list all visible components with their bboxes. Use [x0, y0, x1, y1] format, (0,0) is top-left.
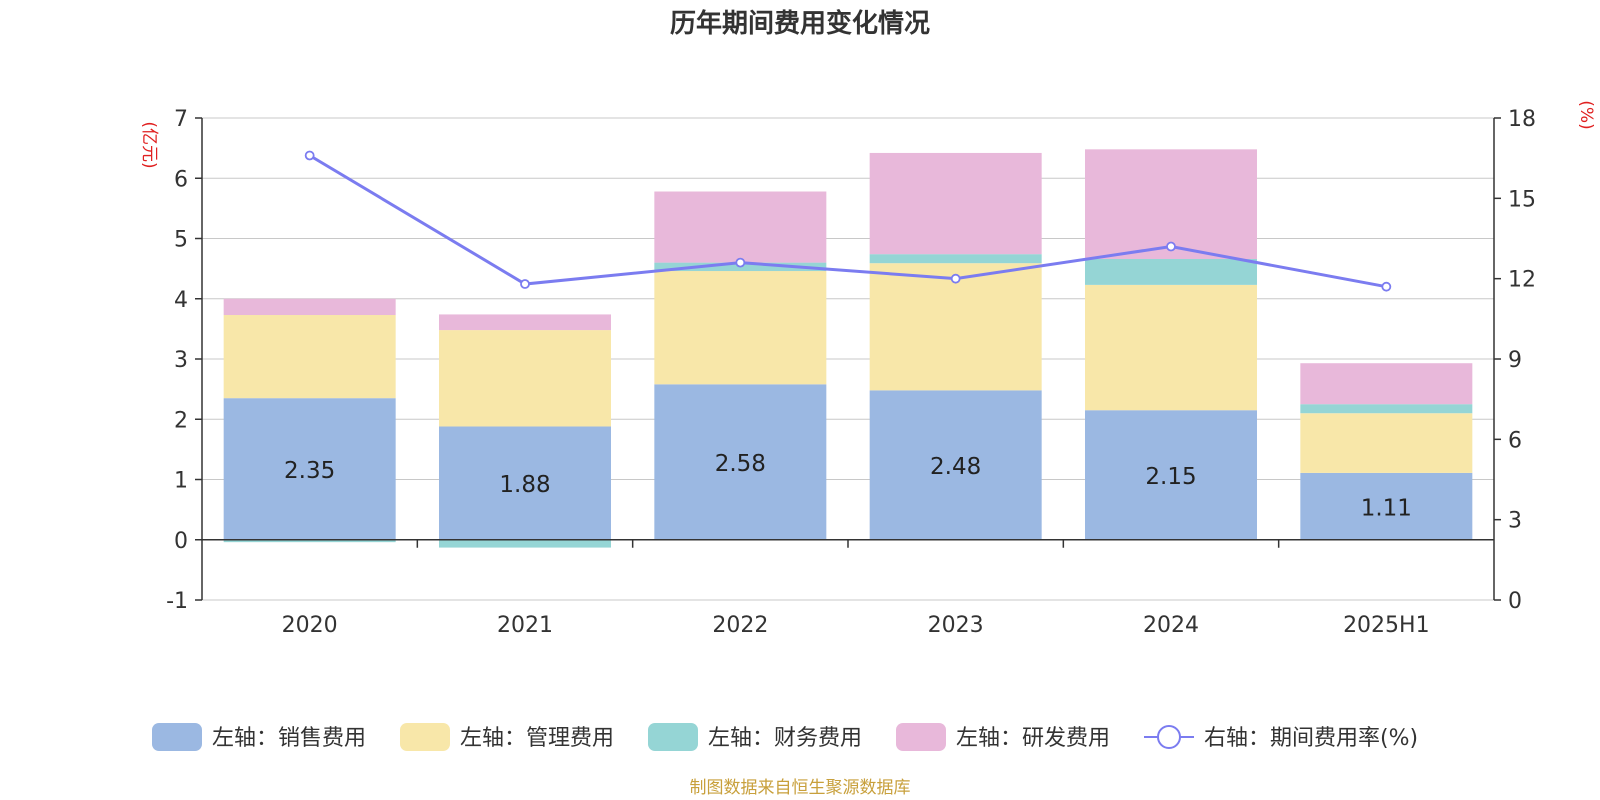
- legend-item[interactable]: 右轴：期间费用率(%): [1144, 725, 1418, 751]
- right-axis-label: (%): [1576, 100, 1596, 129]
- bar-segment: [1300, 363, 1473, 405]
- bar-segment: [869, 152, 1042, 255]
- line-layer: [304, 150, 1392, 292]
- left-axis-label: (亿元): [139, 121, 159, 168]
- right-tick-label: 12: [1508, 268, 1536, 293]
- bar-segment: [223, 539, 396, 543]
- rate-point: [1166, 241, 1176, 252]
- bar-layer: [223, 149, 1473, 548]
- category-label: 2020: [282, 613, 338, 638]
- category-label: 2024: [1143, 613, 1199, 638]
- left-tick-label: 2: [174, 408, 188, 433]
- rate-point: [735, 257, 746, 268]
- left-tick-label: 6: [174, 167, 188, 192]
- rate-point: [304, 150, 315, 161]
- legend-label: 左轴：销售费用: [212, 726, 366, 751]
- rate-point: [1381, 281, 1392, 292]
- data-label: 2.35: [284, 458, 335, 484]
- bar-segment: [439, 330, 611, 427]
- left-tick-label: 7: [174, 107, 188, 132]
- rate-line: [308, 154, 1387, 289]
- legend-label: 右轴：期间费用率(%): [1204, 726, 1418, 751]
- bar-segment: [654, 271, 827, 385]
- legend-swatch: [648, 723, 698, 751]
- data-label: 1.88: [499, 472, 550, 498]
- data-label: 2.15: [1145, 464, 1196, 490]
- legend-swatch: [896, 723, 946, 751]
- legend-swatch: [152, 723, 202, 751]
- left-tick-label: 5: [174, 228, 188, 253]
- category-label: 2022: [712, 613, 768, 638]
- data-label: 2.58: [715, 451, 766, 477]
- right-tick-label: 9: [1508, 348, 1522, 373]
- right-tick-label: 6: [1508, 428, 1522, 453]
- rate-point: [950, 273, 961, 284]
- data-label: 2.48: [930, 454, 981, 480]
- right-tick-label: 3: [1508, 509, 1522, 534]
- legend-layer[interactable]: 左轴：销售费用 左轴：管理费用 左轴：财务费用 左轴：研发费用 右轴：期间费用率(%): [152, 723, 1418, 751]
- right-tick-label: 18: [1508, 107, 1536, 132]
- category-label: 2021: [497, 613, 553, 638]
- legend-label: 左轴：研发费用: [956, 726, 1110, 751]
- bar-segment: [1085, 258, 1257, 285]
- category-label: 2025H1: [1343, 613, 1430, 638]
- bar-segment: [1300, 472, 1473, 540]
- bar-segment: [869, 254, 1042, 264]
- right-tick-label: 0: [1508, 589, 1522, 614]
- right-tick-label: 15: [1508, 187, 1536, 212]
- label-layer: 2.35 1.88 2.58 2.48 2.15 1.11: [284, 451, 1412, 521]
- legend-item[interactable]: 左轴：财务费用: [648, 723, 862, 751]
- bar-segment: [1085, 149, 1257, 259]
- bar-segment: [869, 390, 1042, 540]
- legend-label: 左轴：管理费用: [460, 726, 614, 751]
- bar-segment: [223, 298, 396, 316]
- bar-segment: [439, 426, 611, 540]
- bar-segment: [1085, 284, 1257, 411]
- bar-segment: [223, 398, 396, 540]
- legend-marker: [1157, 725, 1181, 749]
- data-label: 1.11: [1361, 495, 1412, 521]
- legend-item[interactable]: 左轴：研发费用: [896, 723, 1110, 751]
- bar-segment: [223, 315, 396, 399]
- category-label: 2023: [928, 613, 984, 638]
- left-tick-label: 3: [174, 348, 188, 373]
- bar-segment: [439, 539, 611, 548]
- legend-item[interactable]: 左轴：管理费用: [400, 723, 614, 751]
- legend-label: 左轴：财务费用: [708, 726, 862, 751]
- left-tick-label: 1: [174, 469, 188, 494]
- bar-segment: [654, 191, 827, 263]
- left-tick-label: 4: [174, 288, 188, 313]
- left-tick-label: 0: [174, 529, 188, 554]
- bar-segment: [1300, 413, 1473, 473]
- grid-layer: [202, 117, 1494, 601]
- left-tick-label: -1: [166, 589, 188, 614]
- legend-swatch: [400, 723, 450, 751]
- source-text: 制图数据来自恒生聚源数据库: [690, 778, 911, 798]
- legend-item[interactable]: 左轴：销售费用: [152, 723, 366, 751]
- bar-segment: [439, 314, 611, 331]
- bar-segment: [654, 384, 827, 540]
- bar-segment: [869, 263, 1042, 391]
- bar-segment: [1085, 410, 1257, 540]
- rate-point: [520, 279, 530, 289]
- bar-segment: [1300, 404, 1473, 414]
- chart-title: 历年期间费用变化情况: [670, 8, 930, 39]
